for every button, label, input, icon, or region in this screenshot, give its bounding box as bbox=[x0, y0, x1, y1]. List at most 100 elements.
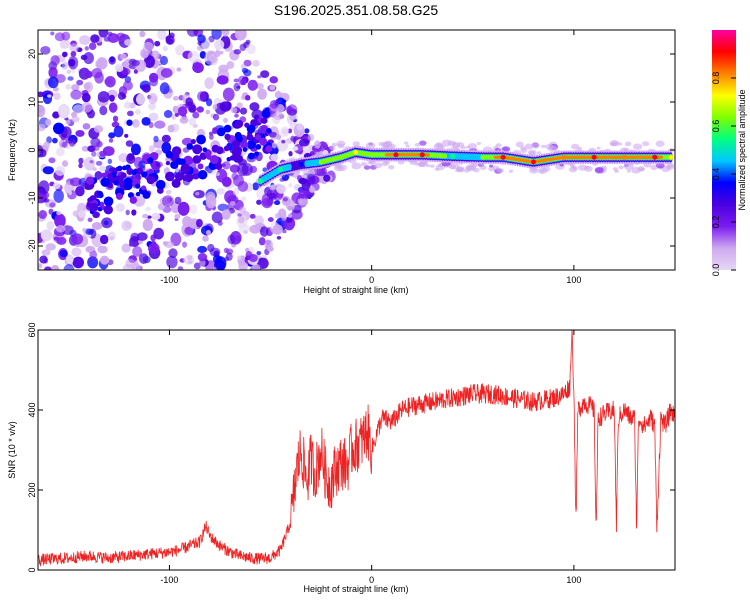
spectrogram-blob bbox=[103, 196, 114, 207]
spectrogram-blob bbox=[323, 174, 331, 182]
spectrogram-blob bbox=[148, 72, 159, 83]
spectrogram-blob bbox=[165, 35, 175, 46]
spectrogram-blob bbox=[155, 162, 160, 167]
spectrogram-blob bbox=[233, 78, 239, 83]
trace-point bbox=[298, 161, 304, 167]
spectrogram-blob bbox=[175, 157, 183, 165]
spectrogram-blob bbox=[209, 247, 221, 257]
spectrogram-blob bbox=[142, 41, 154, 52]
trace-segment bbox=[658, 155, 664, 159]
spectrogram-blob bbox=[186, 143, 194, 150]
spectrogram-blob bbox=[192, 155, 202, 164]
spectrogram-blob bbox=[502, 146, 511, 152]
spectrogram-blob bbox=[95, 59, 107, 70]
spectrogram-blob bbox=[125, 258, 136, 269]
spectrogram-blob bbox=[116, 32, 126, 40]
spectrogram-blob bbox=[100, 172, 106, 178]
spectrogram-blob bbox=[94, 170, 103, 180]
spectrogram-blob bbox=[306, 173, 316, 186]
spectrogram-blob bbox=[197, 34, 206, 44]
spectrogram-blob bbox=[124, 133, 129, 138]
spectrogram-blob bbox=[405, 144, 410, 148]
x-tick-label: 100 bbox=[566, 275, 581, 285]
spectrogram-blob bbox=[214, 256, 227, 270]
spectrogram-blob bbox=[174, 196, 182, 205]
spectrogram-blob bbox=[221, 209, 231, 220]
spectrogram-blob bbox=[85, 176, 95, 185]
spectrogram-blob bbox=[247, 79, 258, 91]
spectrogram-blob bbox=[61, 141, 68, 148]
spectrogram-blob bbox=[87, 217, 93, 223]
trace-point bbox=[652, 154, 658, 160]
spectrogram-blob bbox=[184, 173, 194, 183]
trace-point bbox=[621, 154, 627, 160]
spectrogram-y-ticks: 20 10 0 -10 -20 bbox=[27, 49, 675, 253]
chart-title: S196.2025.351.08.58.G25 bbox=[274, 2, 438, 18]
spectrogram-blob bbox=[212, 104, 218, 110]
spectrogram-blob bbox=[142, 191, 151, 199]
spectrogram-blob bbox=[171, 146, 182, 156]
spectrogram-blob bbox=[476, 141, 481, 145]
spectrogram-blob bbox=[650, 164, 658, 171]
spectrogram-blob bbox=[71, 116, 80, 123]
trace-point bbox=[369, 152, 375, 158]
spectrogram-blob bbox=[269, 185, 275, 191]
spectrogram-blob bbox=[192, 111, 200, 119]
spectrogram-blob bbox=[269, 84, 276, 91]
spectrogram-blob bbox=[142, 213, 149, 219]
spectrogram-blob bbox=[82, 227, 87, 232]
spectrogram-blob bbox=[223, 124, 232, 133]
spectrogram-blob bbox=[298, 138, 310, 147]
spectrogram-blob bbox=[223, 145, 230, 152]
y-tick-label: -20 bbox=[27, 239, 37, 252]
spectrogram-blob bbox=[38, 144, 44, 158]
spectrogram-blob bbox=[48, 157, 56, 164]
spectrogram-blob bbox=[39, 255, 48, 264]
spectrogram-blob bbox=[117, 165, 123, 172]
spectrogram-blob bbox=[202, 147, 208, 153]
spectrogram-blob bbox=[142, 218, 153, 232]
spectrogram-blob bbox=[182, 241, 187, 248]
spectrogram-blob bbox=[171, 114, 176, 120]
spectrogram-blob bbox=[124, 39, 133, 46]
spectrogram-blob bbox=[121, 243, 131, 253]
spectrogram-blob bbox=[541, 144, 546, 149]
spectrogram-blob bbox=[65, 118, 71, 125]
spectrogram-blob bbox=[212, 127, 218, 134]
spectrogram-blob bbox=[388, 165, 395, 170]
spectrogram-blob bbox=[257, 75, 262, 79]
spectrogram-blob bbox=[614, 169, 619, 173]
spectrogram-blob bbox=[103, 220, 109, 226]
spectrogram-blob bbox=[46, 221, 55, 231]
spectrogram-blob bbox=[54, 213, 66, 228]
trace-segment bbox=[442, 153, 448, 159]
spectrogram-blob bbox=[53, 236, 60, 241]
spectrogram-blob bbox=[113, 180, 119, 186]
spectrogram-blob bbox=[57, 103, 70, 119]
spectrogram-blob bbox=[282, 229, 287, 234]
spectrogram-blob bbox=[122, 80, 133, 91]
spectrogram-blob bbox=[237, 180, 249, 192]
x-tick-label: 0 bbox=[369, 275, 374, 285]
spectrogram-blob bbox=[259, 137, 268, 146]
spectrogram-blob bbox=[204, 77, 214, 90]
spectrogram-blob bbox=[248, 275, 258, 284]
spectrogram-blob bbox=[138, 253, 149, 264]
spectrogram-blob bbox=[131, 59, 140, 67]
spectrogram-blob bbox=[240, 196, 247, 201]
spectrogram-blob bbox=[45, 266, 52, 270]
x-tick-label: -100 bbox=[160, 575, 178, 585]
spectrogram-blob bbox=[281, 140, 286, 144]
spectrogram-blob bbox=[256, 199, 262, 205]
spectrogram-blob bbox=[177, 266, 184, 270]
trace-point bbox=[480, 154, 486, 160]
spectrogram-blob bbox=[456, 167, 465, 173]
spectrogram-blob bbox=[639, 167, 645, 172]
spectrogram-blob bbox=[188, 104, 197, 113]
snr-frame bbox=[37, 329, 676, 571]
trace-point bbox=[591, 154, 597, 160]
spectrogram-blob bbox=[196, 134, 206, 145]
spectrogram-blob bbox=[205, 98, 213, 107]
spectrogram-blob bbox=[266, 128, 272, 134]
spectrogram-blob bbox=[89, 250, 97, 260]
